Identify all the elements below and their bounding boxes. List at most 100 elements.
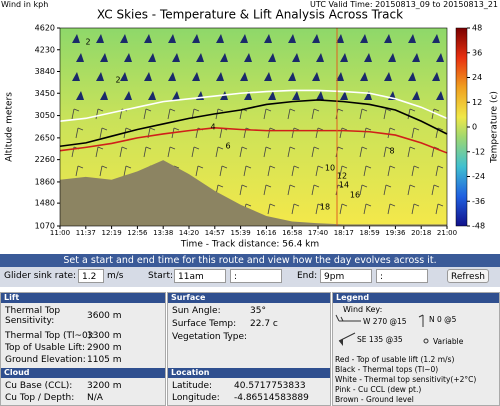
wind-barb bbox=[95, 108, 99, 120]
wind-barb bbox=[315, 165, 319, 177]
wind-barb bbox=[76, 91, 84, 100]
chart: XC Skies - Temperature & Lift Analysis A… bbox=[5, 8, 500, 250]
wind-barb bbox=[292, 91, 300, 100]
contour-label: 18 bbox=[320, 203, 330, 212]
start-label: Start: bbox=[148, 271, 174, 281]
x-tick-label: 20:18 bbox=[411, 229, 431, 237]
wind-barb bbox=[411, 127, 415, 139]
wind-barb bbox=[407, 108, 411, 120]
refresh-button[interactable]: Refresh bbox=[447, 269, 489, 283]
wind-barb bbox=[217, 146, 224, 150]
y-tick-label: 2260 bbox=[35, 155, 55, 164]
wind-barb bbox=[431, 184, 435, 196]
wind-barb bbox=[244, 91, 252, 100]
wind-barb bbox=[216, 34, 224, 43]
sink-input[interactable]: 1.2 bbox=[78, 269, 104, 283]
x-tick-label: 17:40 bbox=[308, 229, 328, 237]
wind-key-n: N 0 @5 bbox=[429, 315, 457, 324]
wind-barb bbox=[73, 108, 80, 112]
wind-barb bbox=[72, 72, 80, 81]
wind-key-se: SE 135 @35 bbox=[357, 335, 403, 344]
wind-barb bbox=[365, 127, 372, 131]
row-label: Surface Temp: bbox=[172, 319, 237, 329]
row-label: Top of Usable Lift: bbox=[5, 343, 86, 353]
panel-header: Lift bbox=[1, 293, 165, 303]
wind-barb bbox=[263, 108, 267, 120]
contour-label: 6 bbox=[225, 142, 230, 151]
colorbar bbox=[455, 27, 468, 227]
wind-barb bbox=[192, 34, 200, 43]
y-tick-label: 2650 bbox=[35, 133, 55, 142]
wind-barb bbox=[313, 108, 320, 112]
valid-time: UTC Valid Time: 20150813_09 to 20150813_… bbox=[310, 0, 498, 9]
surface-panel: Surface Sun Angle: 35° Surface Temp: 22.… bbox=[167, 292, 331, 406]
wind-barb bbox=[339, 127, 343, 139]
panel-header: Surface bbox=[168, 293, 330, 303]
wind-barb bbox=[432, 72, 440, 81]
wind-barb bbox=[409, 184, 416, 188]
row-value: 3200 m bbox=[87, 381, 122, 391]
panel-header: Legend bbox=[333, 293, 499, 303]
wind-barb bbox=[269, 127, 276, 131]
legend-line: White - Thermal top sensitivity(+2°C) bbox=[335, 375, 477, 384]
wind-barb bbox=[312, 34, 320, 43]
wind-barb bbox=[363, 127, 367, 139]
wind-barb bbox=[267, 127, 271, 139]
contour-label: 10 bbox=[325, 164, 335, 173]
x-tick-label: 12:56 bbox=[127, 229, 148, 237]
start-minute[interactable]: : bbox=[230, 269, 282, 283]
series-line bbox=[59, 127, 448, 154]
wind-barb bbox=[193, 146, 200, 150]
wind-barb bbox=[437, 127, 444, 131]
wind-barb bbox=[363, 203, 367, 215]
wind-barb bbox=[291, 165, 295, 177]
wind-barb bbox=[123, 165, 127, 177]
legend-panel: Legend Wind Key: W 270 @15 N 0 @5 SE 135… bbox=[332, 292, 500, 406]
colorbar-tick-label: -24 bbox=[472, 172, 485, 181]
wind-barb bbox=[364, 91, 372, 100]
wind-barb bbox=[143, 108, 147, 120]
wind-key-w: W 270 @15 bbox=[363, 317, 407, 326]
wind-barb bbox=[217, 108, 224, 112]
wind-barb bbox=[339, 165, 343, 177]
wind-unit: Wind in kph bbox=[1, 0, 49, 9]
wind-barb bbox=[412, 53, 420, 62]
wind-barb bbox=[409, 146, 416, 150]
wind-barb bbox=[241, 184, 248, 188]
end-hour[interactable]: 9pm bbox=[320, 269, 372, 283]
legend-line: Black - Thermal tops (Tl~0) bbox=[335, 365, 439, 374]
x-tick-label: 15:39 bbox=[231, 229, 251, 237]
wind-barb bbox=[77, 165, 84, 169]
wind-barb bbox=[317, 203, 324, 207]
wind-barb bbox=[365, 165, 372, 169]
sink-unit: m/s bbox=[107, 271, 124, 281]
wind-barb bbox=[193, 108, 200, 112]
wind-barb bbox=[269, 165, 276, 169]
wind-barb bbox=[388, 53, 396, 62]
wind-barb bbox=[168, 34, 176, 43]
wind-barb bbox=[268, 53, 276, 62]
wind-barb bbox=[413, 203, 420, 207]
wind-key: Wind Key: bbox=[343, 305, 383, 314]
wind-barb bbox=[337, 108, 344, 112]
wind-barb bbox=[407, 184, 411, 196]
wind-barb bbox=[339, 203, 343, 215]
x-axis-title: Time - Track distance: 56.4 km bbox=[180, 240, 319, 250]
y-tick-label: 4620 bbox=[35, 24, 55, 33]
wind-barb bbox=[431, 108, 435, 120]
end-minute[interactable]: : bbox=[376, 269, 428, 283]
wind-barb bbox=[265, 146, 272, 150]
wind-key-glyphs bbox=[335, 314, 429, 346]
row-value: 35° bbox=[250, 306, 266, 316]
wind-barb bbox=[389, 127, 396, 131]
banner: Set a start and end time for this route … bbox=[0, 254, 500, 267]
start-hour[interactable]: 11am bbox=[174, 269, 226, 283]
wind-barb bbox=[315, 203, 319, 215]
x-tick-label: 11:00 bbox=[50, 229, 70, 237]
wind-barb bbox=[243, 165, 247, 177]
wind-barb bbox=[337, 146, 344, 150]
wind-barb bbox=[121, 146, 128, 150]
wind-barb bbox=[99, 165, 103, 177]
wind-barb bbox=[317, 127, 324, 131]
